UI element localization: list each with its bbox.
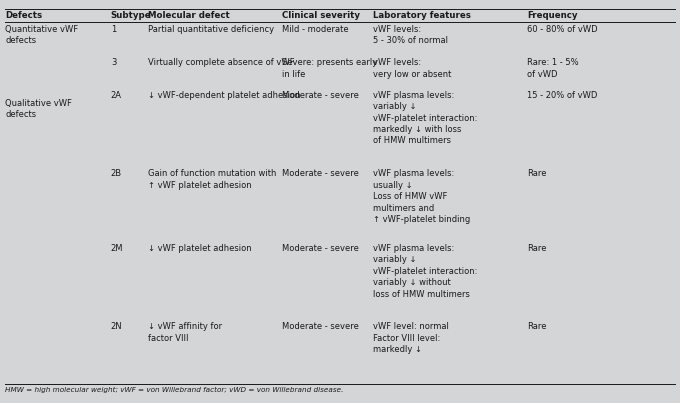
Text: ↓ vWF affinity for
factor VIII: ↓ vWF affinity for factor VIII <box>148 322 222 343</box>
Text: 2B: 2B <box>111 169 122 178</box>
Text: Subtype: Subtype <box>111 11 152 20</box>
Text: 15 - 20% of vWD: 15 - 20% of vWD <box>527 91 597 100</box>
Text: 2A: 2A <box>111 91 122 100</box>
Text: 3: 3 <box>111 58 116 67</box>
Text: vWF levels:
very low or absent: vWF levels: very low or absent <box>373 58 451 79</box>
Text: ↓ vWF platelet adhesion: ↓ vWF platelet adhesion <box>148 244 252 253</box>
Text: Severe: presents early
in life: Severe: presents early in life <box>282 58 377 79</box>
Text: vWF levels:
5 - 30% of normal: vWF levels: 5 - 30% of normal <box>373 25 447 46</box>
Text: Mild - moderate: Mild - moderate <box>282 25 349 34</box>
Text: Molecular defect: Molecular defect <box>148 11 230 20</box>
Text: 2N: 2N <box>111 322 122 331</box>
Text: 2M: 2M <box>111 244 123 253</box>
Text: Rare: Rare <box>527 244 547 253</box>
Text: Virtually complete absence of vWF: Virtually complete absence of vWF <box>148 58 294 67</box>
Text: Rare: Rare <box>527 322 547 331</box>
Text: vWF level: normal
Factor VIII level:
markedly ↓: vWF level: normal Factor VIII level: mar… <box>373 322 449 354</box>
Text: 60 - 80% of vWD: 60 - 80% of vWD <box>527 25 598 34</box>
Text: ↓ vWF-dependent platelet adhesion: ↓ vWF-dependent platelet adhesion <box>148 91 301 100</box>
Text: Defects: Defects <box>5 11 43 20</box>
Text: 1: 1 <box>111 25 116 34</box>
Text: vWF plasma levels:
variably ↓
vWF-platelet interaction:
variably ↓ without
loss : vWF plasma levels: variably ↓ vWF-platel… <box>373 244 477 299</box>
Text: Frequency: Frequency <box>527 11 577 20</box>
Text: Laboratory features: Laboratory features <box>373 11 471 20</box>
Text: Quantitative vWF
defects: Quantitative vWF defects <box>5 25 79 46</box>
Text: Gain of function mutation with
↑ vWF platelet adhesion: Gain of function mutation with ↑ vWF pla… <box>148 169 277 190</box>
Text: Moderate - severe: Moderate - severe <box>282 169 359 178</box>
Text: Clinical severity: Clinical severity <box>282 11 360 20</box>
Text: Qualitative vWF
defects: Qualitative vWF defects <box>5 99 72 119</box>
Text: Rare: Rare <box>527 169 547 178</box>
Text: Partial quantitative deficiency: Partial quantitative deficiency <box>148 25 274 34</box>
Text: vWF plasma levels:
variably ↓
vWF-platelet interaction:
markedly ↓ with loss
of : vWF plasma levels: variably ↓ vWF-platel… <box>373 91 477 145</box>
Text: HMW = high molecular weight; vWF = von Willebrand factor; vWD = von Willebrand d: HMW = high molecular weight; vWF = von W… <box>5 387 344 393</box>
Text: Moderate - severe: Moderate - severe <box>282 91 359 100</box>
Text: vWF plasma levels:
usually ↓
Loss of HMW vWF
multimers and
↑ vWF-platelet bindin: vWF plasma levels: usually ↓ Loss of HMW… <box>373 169 470 224</box>
Text: Moderate - severe: Moderate - severe <box>282 244 359 253</box>
Text: Rare: 1 - 5%
of vWD: Rare: 1 - 5% of vWD <box>527 58 579 79</box>
Text: Moderate - severe: Moderate - severe <box>282 322 359 331</box>
